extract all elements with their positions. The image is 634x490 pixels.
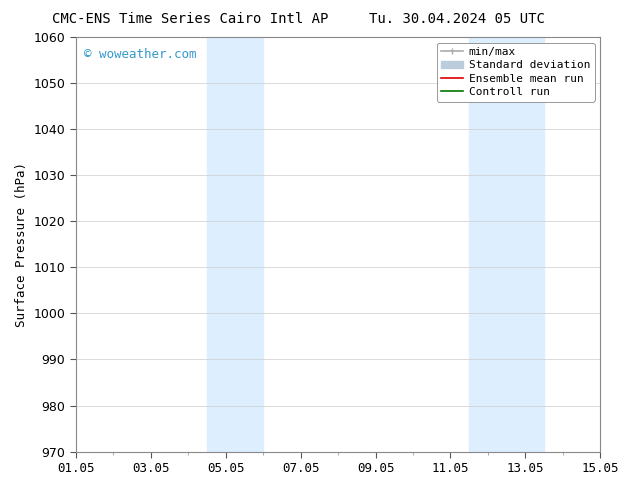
Text: CMC-ENS Time Series Cairo Intl AP: CMC-ENS Time Series Cairo Intl AP (52, 12, 328, 26)
Text: Tu. 30.04.2024 05 UTC: Tu. 30.04.2024 05 UTC (368, 12, 545, 26)
Bar (207, 37, 263, 452)
Text: © woweather.com: © woweather.com (84, 48, 196, 60)
Legend: min/max, Standard deviation, Ensemble mean run, Controll run: min/max, Standard deviation, Ensemble me… (437, 43, 595, 101)
Bar (469, 37, 544, 452)
Y-axis label: Surface Pressure (hPa): Surface Pressure (hPa) (15, 162, 28, 327)
